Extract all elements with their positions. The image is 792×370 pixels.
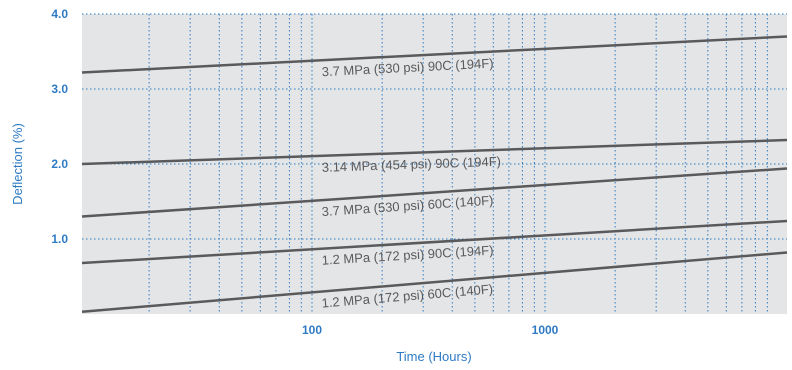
series-line-3: [81, 167, 788, 218]
y-axis-ticks: 1.0 2.0 3.0 4.0: [51, 7, 68, 246]
series-line-1: [81, 35, 788, 74]
grid: [82, 13, 787, 314]
x-tick-label: 100: [302, 323, 322, 337]
y-tick-label: 2.0: [51, 157, 68, 171]
x-axis-title: Time (Hours): [396, 349, 471, 364]
y-axis-title: Deflection (%): [10, 123, 25, 205]
series-lines: [81, 35, 788, 313]
series-label-2: 3.14 MPa (454 psi) 90C (194F): [322, 154, 502, 175]
y-tick-label: 1.0: [51, 232, 68, 246]
x-axis-ticks: 100 1000: [302, 323, 559, 337]
y-tick-label: 3.0: [51, 82, 68, 96]
series-line-4: [81, 219, 788, 265]
series-line-5: [81, 251, 788, 313]
y-tick-label: 4.0: [51, 7, 68, 21]
x-tick-label: 1000: [532, 323, 559, 337]
series-line-2: [81, 138, 788, 166]
